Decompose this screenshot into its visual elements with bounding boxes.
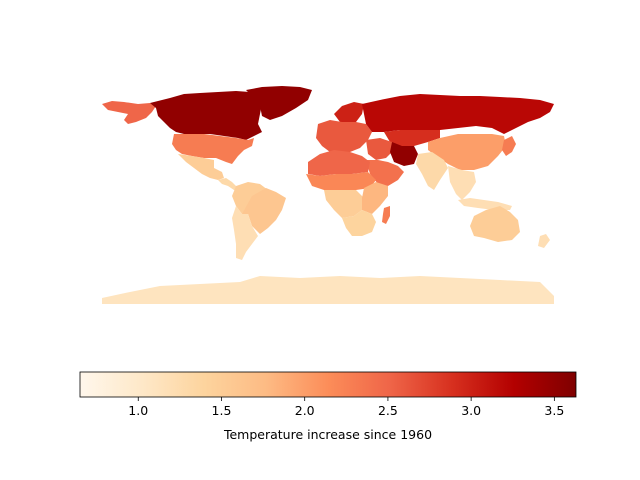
region-india (416, 152, 448, 190)
region-antarctica (102, 276, 554, 304)
region-mexico (178, 154, 224, 180)
region-southeast-asia (448, 166, 476, 200)
region-middle-east (366, 138, 392, 160)
region-iran (390, 142, 418, 166)
region-madagascar (382, 206, 390, 224)
region-east-africa (362, 182, 388, 214)
region-south-america-south (232, 206, 258, 260)
region-south-america-north (232, 182, 268, 214)
region-new-zealand (538, 234, 550, 248)
region-japan (502, 136, 516, 156)
region-alaska (102, 101, 156, 124)
colorbar-gradient (79, 371, 577, 398)
region-europe (316, 120, 372, 154)
colorbar-tick-label: 1.0 (128, 403, 148, 418)
colorbar: 1.0 1.5 2.0 2.5 3.0 3.5 Temperature increase … (79, 371, 577, 442)
region-southern-africa (342, 210, 376, 236)
region-sahel (306, 172, 376, 190)
region-canada (150, 91, 262, 140)
colorbar-label: Temperature increase since 1960 (223, 427, 432, 442)
map-land-layer (102, 86, 554, 304)
region-australia (470, 206, 520, 242)
region-central-africa (324, 190, 364, 218)
region-china (428, 134, 506, 170)
region-north-africa (308, 150, 370, 176)
region-indonesia (458, 198, 512, 210)
colorbar-tick-label: 2.0 (295, 403, 315, 418)
region-scandinavia (334, 102, 364, 124)
region-united-states (172, 134, 254, 164)
colorbar-tick-label: 2.5 (378, 403, 398, 418)
colorbar-ticks: 1.0 1.5 2.0 2.5 3.0 3.5 (128, 397, 564, 418)
region-greenland (246, 86, 312, 120)
region-central-asia (384, 130, 440, 146)
region-russia (362, 94, 554, 134)
region-brazil (242, 188, 286, 234)
colorbar-tick-label: 3.0 (461, 403, 481, 418)
region-central-america (218, 178, 240, 190)
colorbar-tick-label: 3.5 (544, 403, 564, 418)
colorbar-tick-label: 1.5 (212, 403, 232, 418)
